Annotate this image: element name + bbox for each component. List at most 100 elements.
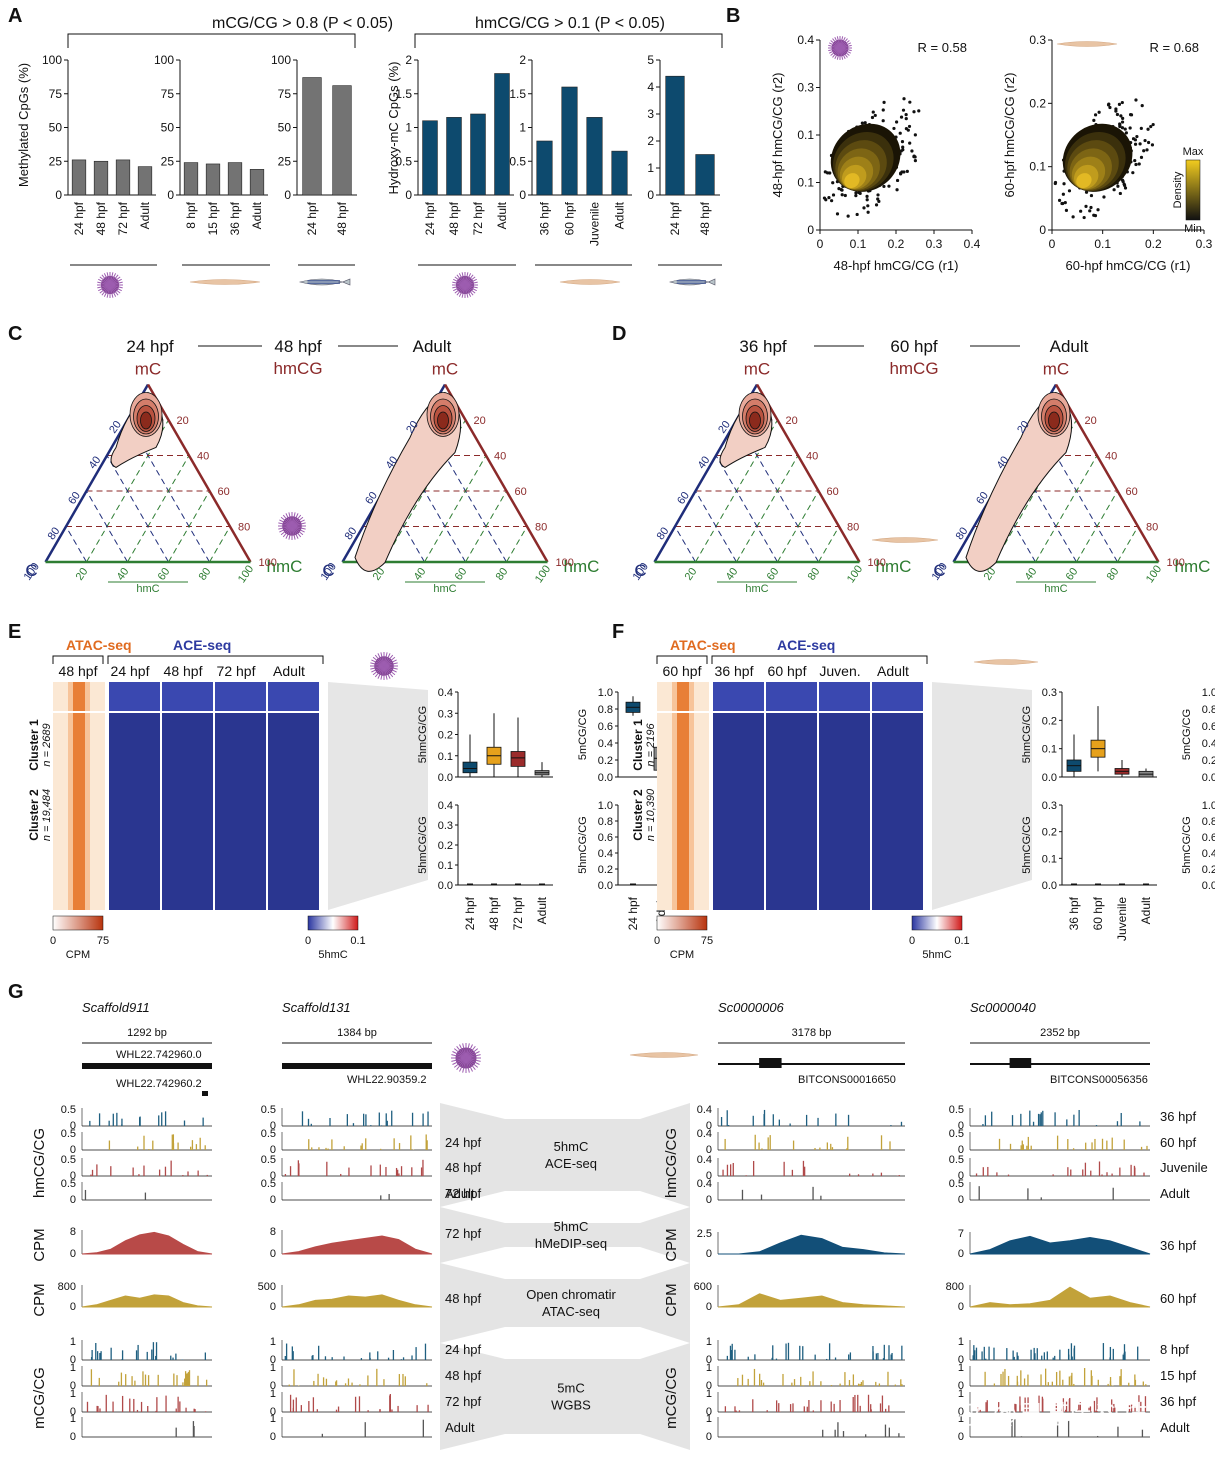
- y-tick-label: 0: [55, 188, 62, 202]
- bar-amph-mcg-1: [205, 163, 221, 196]
- method-funnel: [440, 1103, 690, 1207]
- box-tick: 0.0: [438, 772, 453, 784]
- track-scale-max: 0.5: [949, 1104, 964, 1116]
- track-scale-min: 0: [706, 1120, 712, 1132]
- box-tick: 0.2: [1042, 715, 1057, 727]
- urchin-spine: [282, 514, 293, 527]
- ternary-adult: mCC hmC202020404040606060808080100100100h…: [319, 359, 600, 595]
- ace-cluster1-block: [766, 682, 817, 712]
- scatter-point: [1057, 198, 1062, 202]
- track-scale-max: 0.5: [949, 1154, 964, 1166]
- box-tick: 0.0: [1202, 772, 1215, 784]
- urchin-spine: [452, 1051, 467, 1059]
- track-scale-max: 0.4: [697, 1128, 712, 1140]
- amphioxus-icon: [1056, 41, 1118, 47]
- d-time-1: 36 hpf: [739, 337, 787, 356]
- urchin-spine: [456, 1045, 467, 1059]
- stage-label: 24 hpf: [445, 1342, 482, 1357]
- hmc-tick: 100: [533, 563, 553, 585]
- box-tick: 0.4: [598, 738, 613, 750]
- track-scale-min: 0: [706, 1170, 712, 1182]
- scatter-point: [901, 108, 906, 112]
- urchin-spine: [371, 659, 385, 667]
- c-tick: 80: [343, 525, 360, 542]
- track-scale-max: 0.5: [261, 1178, 276, 1190]
- scatter-point: [840, 193, 844, 197]
- urchin-spine: [291, 516, 304, 527]
- panel-label-f: F: [612, 621, 624, 643]
- mc-edge: [1054, 383, 1160, 563]
- mc-tick: 40: [1105, 450, 1117, 462]
- urchin-spine: [383, 665, 391, 679]
- c-tick: 80: [954, 525, 971, 542]
- box-ylabel: 5hmCG/CG: [417, 816, 429, 873]
- urchin-spine: [459, 1057, 467, 1072]
- ace-heatmap-column: [766, 682, 817, 910]
- hmc-tick: 100: [1144, 563, 1164, 585]
- urchin-spine: [465, 1051, 480, 1059]
- ace-col-label: 72 hpf: [217, 663, 256, 679]
- stage-label: Juvenile: [1160, 1160, 1208, 1175]
- box-tick: 0.2: [438, 840, 453, 852]
- scatter-point: [1142, 149, 1146, 153]
- scatter-point: [1084, 204, 1088, 208]
- d-time-3: Adult: [1050, 337, 1089, 356]
- atac-area: [717, 1293, 906, 1308]
- scatter-point: [1145, 148, 1149, 152]
- mc-tick: 80: [1146, 521, 1158, 533]
- y-tick-label: 0: [647, 188, 654, 202]
- correlation-label: R = 0.58: [917, 40, 967, 55]
- box-ylabel: 5mCG/CG: [577, 709, 589, 760]
- hmc-tick: 60: [156, 566, 173, 583]
- scatter-point: [881, 108, 885, 112]
- mc-tick: 20: [474, 415, 486, 427]
- zebrafish-icon: [668, 278, 716, 286]
- c-vertex-label: C: [933, 561, 945, 580]
- y-tick-label: 0: [167, 188, 174, 202]
- box-tick: 0.0: [598, 880, 613, 892]
- y-tick-label: 0.1: [1029, 160, 1046, 174]
- box-tick: 0.3: [1042, 800, 1057, 812]
- stage-label: 36 hpf: [1160, 1394, 1197, 1409]
- urchin-spine: [383, 665, 398, 670]
- x-tick-label: 0.1: [850, 237, 867, 251]
- urchin-spine: [278, 522, 293, 527]
- hmc-gridline: [1076, 490, 1118, 563]
- bar-amph-mcg-2: [227, 162, 243, 196]
- urchin-spine: [291, 525, 306, 530]
- urchin-spine: [383, 665, 394, 678]
- urchin-spine: [465, 1043, 470, 1059]
- scatter-point: [1079, 209, 1083, 213]
- y-tick-label: 0.5: [509, 154, 526, 168]
- hmc-tick: 40: [1023, 566, 1040, 583]
- box-tick: 0.2: [598, 864, 613, 876]
- atac-header: ATAC-seq: [66, 637, 132, 653]
- stage-label: 72 hpf: [445, 1226, 482, 1241]
- hmc-gridline: [209, 526, 231, 563]
- urchin-spine: [459, 1044, 467, 1059]
- box-tick: 0.4: [438, 800, 453, 812]
- hmc-tick: 20: [683, 566, 700, 583]
- track-scale-max: 1: [958, 1388, 964, 1400]
- box-tick: 0.0: [598, 772, 613, 784]
- atac-area: [281, 1294, 433, 1308]
- ace-col-label: Adult: [877, 663, 909, 679]
- urchin-spine: [291, 525, 305, 533]
- bar-su-mcg-3: [137, 166, 153, 196]
- box-tick: 0.2: [438, 730, 453, 742]
- track-scale-max: 1: [706, 1336, 712, 1348]
- scatter-point: [831, 181, 835, 185]
- track-scale-min: 0: [70, 1170, 76, 1182]
- panel-label-a: A: [8, 5, 22, 27]
- scatter-point: [863, 121, 867, 125]
- box-2: [510, 751, 526, 767]
- ternary-36hpf: mCC hmC202020404040606060808080100100100h…: [631, 359, 912, 595]
- c-gridline: [695, 490, 737, 563]
- scatter-point: [846, 214, 850, 218]
- hmc-tick: 20: [982, 566, 999, 583]
- hmc-axis-label: hmC: [433, 583, 456, 595]
- method-line1: Open chromatir: [526, 1287, 616, 1302]
- scatter-point: [1120, 126, 1125, 130]
- hmc-max: 0.1: [350, 935, 365, 947]
- stage-label: Adult: [1160, 1186, 1190, 1201]
